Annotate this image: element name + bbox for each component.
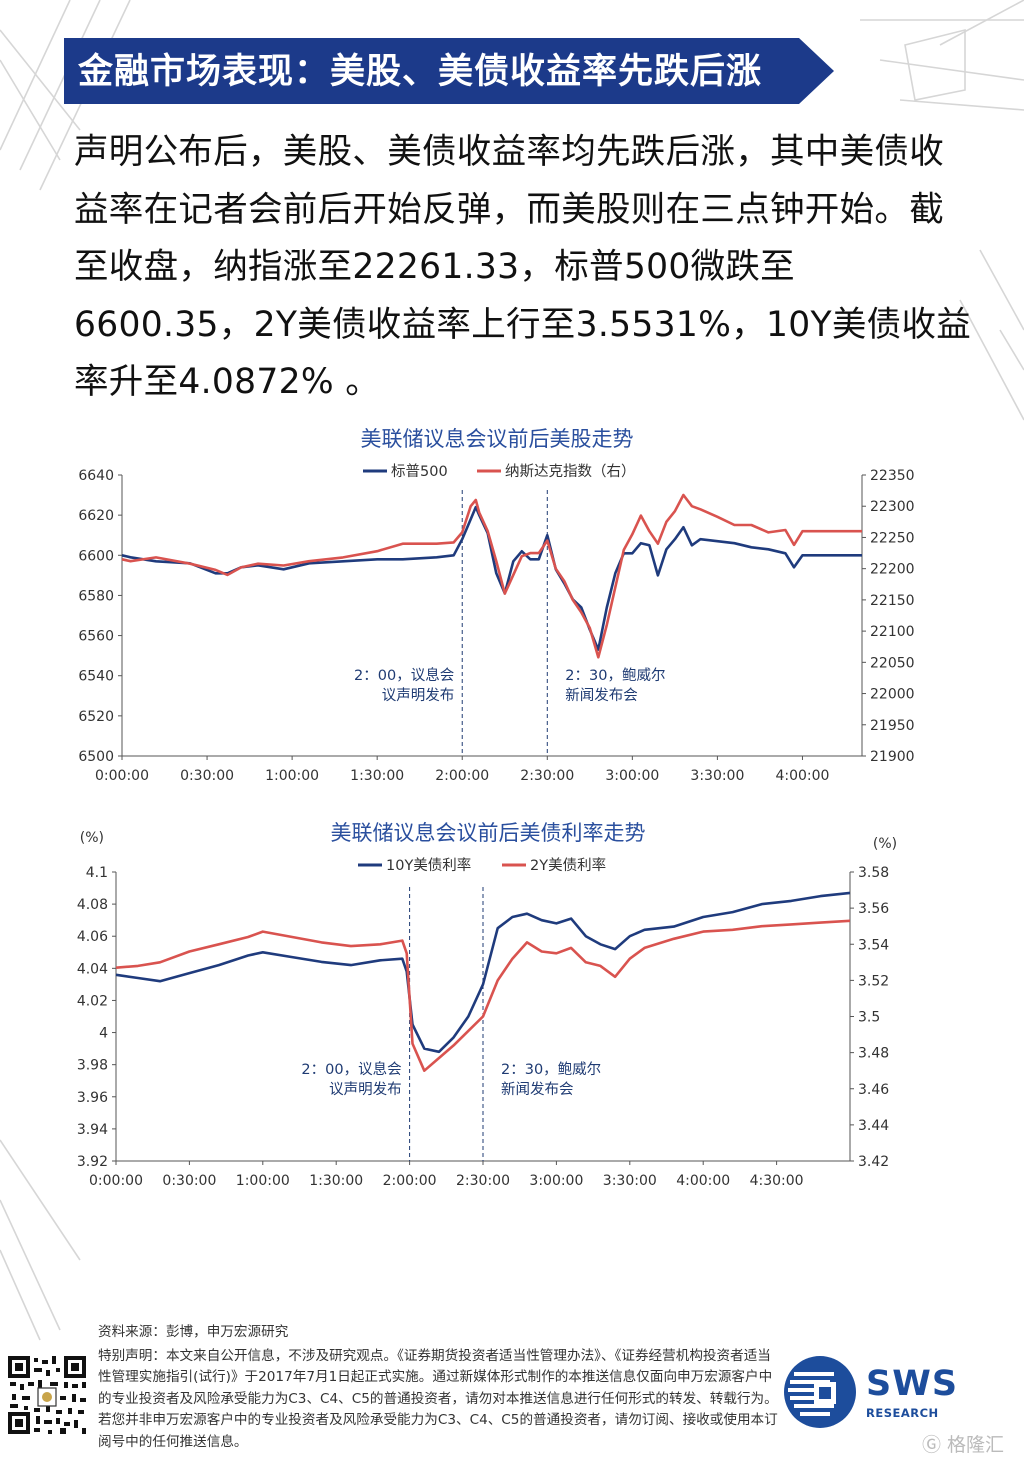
right-tick-label: 3.48 xyxy=(858,1046,889,1062)
right-tick-label: 3.54 xyxy=(858,937,889,953)
right-tick-label: 22250 xyxy=(870,530,915,546)
right-tick-label: 3.46 xyxy=(858,1082,889,1098)
right-tick-label: 22200 xyxy=(870,562,915,578)
series-line-right xyxy=(115,919,851,1073)
annotation-label: 2：30，鲍威尔 xyxy=(565,667,665,684)
right-tick-label: 3.42 xyxy=(858,1154,889,1170)
right-tick-label: 22050 xyxy=(870,655,915,671)
left-tick-label: 3.92 xyxy=(77,1154,108,1170)
x-tick-label: 3:30:00 xyxy=(603,1173,657,1189)
x-tick-label: 4:00:00 xyxy=(676,1173,730,1189)
sws-logo-text: SWS xyxy=(866,1364,959,1404)
yields-chart: 美联储议息会议前后美债利率走势 (%) (%) 3.92 3.94 3.96 3.98 4 4.… xyxy=(77,821,897,1189)
left-tick-label: 4.08 xyxy=(77,897,108,913)
x-tick-label: 0:00:00 xyxy=(89,1173,143,1189)
title-banner xyxy=(64,38,834,104)
annotation-label: 新闻发布会 xyxy=(501,1081,574,1098)
left-tick-label: 6620 xyxy=(78,508,114,524)
x-tick-label: 3:00:00 xyxy=(605,768,659,784)
right-tick-label: 21900 xyxy=(870,749,915,765)
right-axis-unit: (%) xyxy=(873,836,897,852)
left-tick-label: 4.02 xyxy=(77,993,108,1009)
legend-label: 标普500 xyxy=(391,463,448,480)
stocks-chart: 美联储议息会议前后美股走势 6500 6520 6540 6560 6580 6600 662… xyxy=(78,427,915,784)
left-tick-label: 6500 xyxy=(78,749,114,765)
left-tick-label: 4.04 xyxy=(77,961,108,977)
left-tick-label: 6520 xyxy=(78,709,114,725)
series-line-left xyxy=(121,505,862,651)
right-tick-label: 22100 xyxy=(870,624,915,640)
source-note: 资料来源：彭博，申万宏源研究 xyxy=(98,1324,289,1340)
intro-paragraph: 声明公布后，美股、美债收益率均先跌后涨，其中美债收益率在记者会前后开始反弹，而美… xyxy=(74,132,972,402)
right-tick-label: 3.44 xyxy=(858,1118,889,1134)
legend-label: 2Y美债利率 xyxy=(530,857,606,874)
banner-title: 金融市场表现：美股、美债收益率先跌后涨 xyxy=(78,52,763,92)
right-tick-label: 21950 xyxy=(870,718,915,734)
right-tick-label: 22350 xyxy=(870,468,915,484)
x-tick-label: 3:00:00 xyxy=(529,1173,583,1189)
left-tick-label: 4 xyxy=(99,1026,108,1042)
right-tick-label: 3.5 xyxy=(858,1010,880,1026)
left-tick-label: 4.1 xyxy=(86,865,108,881)
left-tick-label: 3.94 xyxy=(77,1122,108,1138)
left-tick-label: 3.96 xyxy=(77,1090,108,1106)
x-tick-label: 4:30:00 xyxy=(750,1173,804,1189)
footer: 资料来源：彭博，申万宏源研究 特别声明：本文来自公开信息，不涉及研究观点。《证券… xyxy=(98,1322,778,1453)
right-tick-label: 22300 xyxy=(870,499,915,515)
x-tick-label: 0:30:00 xyxy=(180,768,234,784)
annotation-label: 议声明发布 xyxy=(382,686,455,704)
x-tick-label: 1:00:00 xyxy=(236,1173,290,1189)
left-tick-label: 6560 xyxy=(78,629,114,645)
x-tick-label: 2:30:00 xyxy=(456,1173,510,1189)
left-tick-label: 6540 xyxy=(78,669,114,685)
qr-code[interactable] xyxy=(6,1354,88,1436)
x-tick-label: 2:00:00 xyxy=(435,768,489,784)
right-tick-label: 3.58 xyxy=(858,865,889,881)
x-tick-label: 2:00:00 xyxy=(383,1173,437,1189)
annotation-label: 2：30，鲍威尔 xyxy=(501,1061,601,1078)
left-tick-label: 3.98 xyxy=(77,1058,108,1074)
x-tick-label: 0:00:00 xyxy=(95,768,149,784)
watermark-text: 格隆汇 xyxy=(947,1434,1005,1456)
legend-label: 10Y美债利率 xyxy=(386,857,471,874)
x-tick-label: 1:00:00 xyxy=(265,768,319,784)
right-tick-label: 22150 xyxy=(870,593,915,609)
chart-title: 美联储议息会议前后美股走势 xyxy=(361,427,634,451)
annotation-label: 议声明发布 xyxy=(329,1080,402,1098)
left-tick-label: 6640 xyxy=(78,468,114,484)
x-tick-label: 3:30:00 xyxy=(690,768,744,784)
x-tick-label: 2:30:00 xyxy=(520,768,574,784)
annotation-label: 2：00，议息会 xyxy=(301,1061,401,1078)
disclaimer-text: 特别声明：本文来自公开信息，不涉及研究观点。《证券期货投资者适当性管理办法》、《… xyxy=(98,1347,778,1450)
left-tick-label: 6600 xyxy=(78,548,114,564)
right-tick-label: 22000 xyxy=(870,687,915,703)
x-tick-label: 0:30:00 xyxy=(162,1173,216,1189)
legend-label: 纳斯达克指数（右） xyxy=(505,463,636,480)
annotation-label: 2：00，议息会 xyxy=(354,667,454,684)
x-tick-label: 4:00:00 xyxy=(775,768,829,784)
chart-title: 美联储议息会议前后美债利率走势 xyxy=(331,821,646,845)
left-tick-label: 6580 xyxy=(78,588,114,604)
sws-logo-subtext: RESEARCH xyxy=(866,1406,939,1420)
left-axis-unit: (%) xyxy=(80,830,104,846)
x-tick-label: 1:30:00 xyxy=(350,768,404,784)
right-tick-label: 3.52 xyxy=(858,973,889,989)
right-tick-label: 3.56 xyxy=(858,901,889,917)
series-line-right xyxy=(121,493,862,659)
x-tick-label: 1:30:00 xyxy=(309,1173,363,1189)
left-tick-label: 4.06 xyxy=(77,929,108,945)
annotation-label: 新闻发布会 xyxy=(565,687,638,704)
watermark: Ⓖ 格隆汇 xyxy=(922,1434,1005,1456)
series-line-left xyxy=(115,891,851,1054)
sws-logo-icon xyxy=(784,1356,856,1428)
